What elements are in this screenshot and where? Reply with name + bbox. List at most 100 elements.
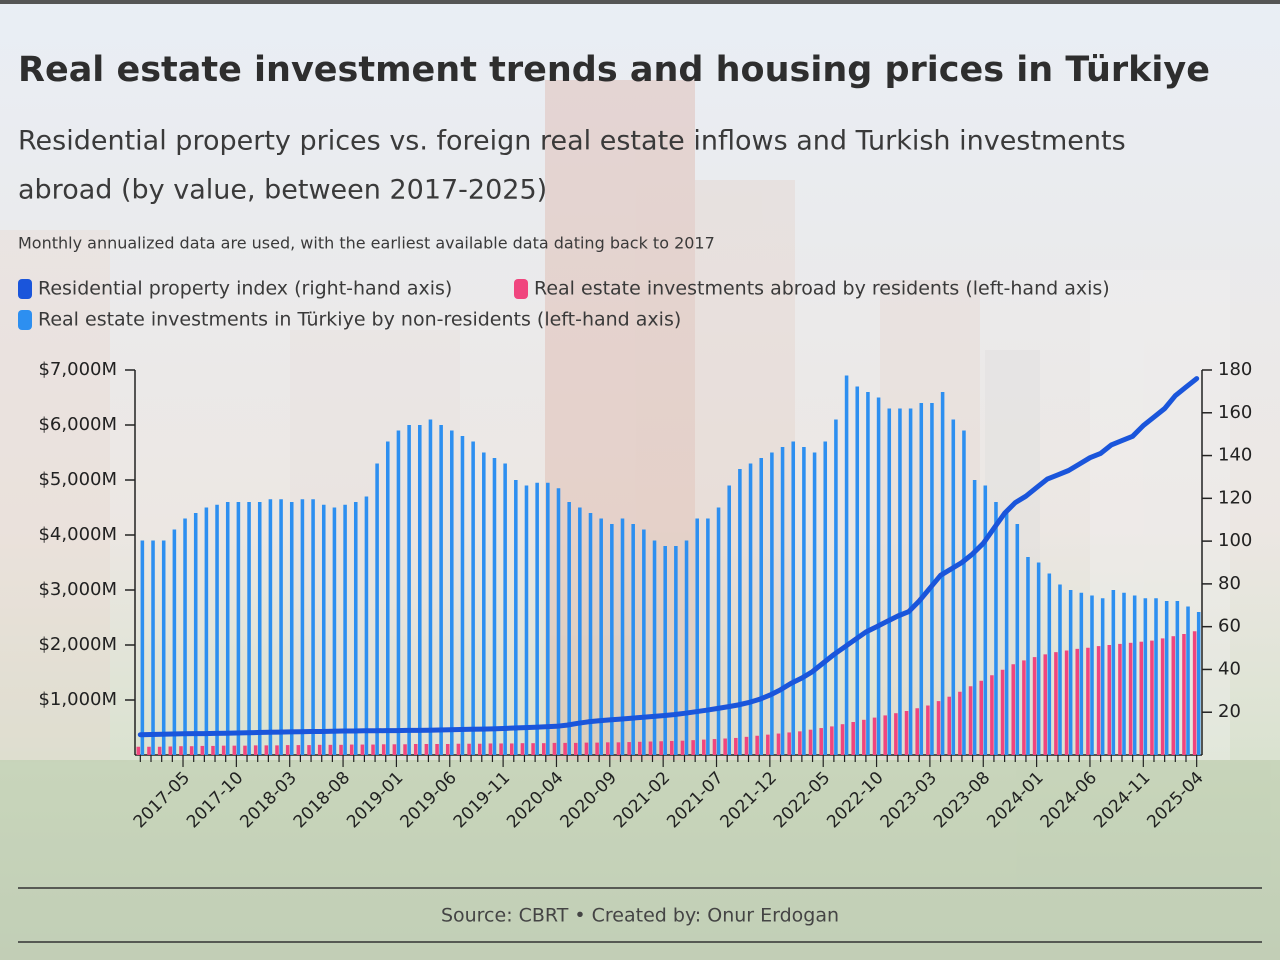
bar xyxy=(1047,573,1052,755)
bar xyxy=(317,744,322,755)
bar xyxy=(851,722,855,755)
bar xyxy=(610,524,614,755)
bar xyxy=(738,469,742,755)
bar xyxy=(556,488,561,755)
bar xyxy=(866,392,870,755)
bar xyxy=(770,452,774,755)
bar xyxy=(1128,642,1133,755)
bar xyxy=(1032,657,1037,755)
bar xyxy=(972,480,977,755)
bar xyxy=(413,744,418,755)
bar xyxy=(908,408,913,755)
bar xyxy=(1096,646,1101,755)
bar xyxy=(674,546,678,755)
bar xyxy=(1122,592,1126,755)
bar xyxy=(1026,557,1030,755)
bar xyxy=(1196,612,1201,755)
y2-tick-label: 60 xyxy=(1218,616,1241,637)
bar xyxy=(151,540,155,755)
bar xyxy=(136,746,141,755)
bar xyxy=(990,675,994,755)
bar xyxy=(680,740,685,755)
bar xyxy=(1000,669,1005,755)
bar xyxy=(247,502,251,755)
legend-swatch xyxy=(18,310,32,330)
bar xyxy=(375,463,379,755)
bar xyxy=(546,482,550,755)
bar xyxy=(424,744,429,755)
bar xyxy=(140,540,145,755)
y-tick-label: $5,000M xyxy=(38,469,117,490)
bar xyxy=(467,743,471,755)
bar xyxy=(840,724,845,755)
bar xyxy=(648,741,653,755)
bar xyxy=(172,529,177,755)
bar xyxy=(482,452,486,755)
bar xyxy=(951,419,956,755)
y2-tick-label: 140 xyxy=(1218,445,1252,466)
bar xyxy=(371,744,375,755)
bar xyxy=(225,502,230,755)
bar xyxy=(168,746,173,755)
bar xyxy=(364,496,369,755)
bar xyxy=(289,502,294,755)
bar xyxy=(620,518,625,755)
bar xyxy=(702,739,706,755)
y2-tick-label: 100 xyxy=(1218,530,1252,551)
bar xyxy=(1143,598,1148,755)
bar xyxy=(573,742,578,755)
bar xyxy=(296,745,301,755)
bar xyxy=(766,734,770,755)
bar xyxy=(1139,641,1144,755)
bar xyxy=(396,430,401,755)
bar xyxy=(787,732,791,755)
bar xyxy=(968,686,973,755)
bar xyxy=(830,726,834,755)
bar xyxy=(1090,595,1094,755)
bar xyxy=(834,419,838,755)
bar xyxy=(1015,524,1020,755)
bar xyxy=(1079,592,1084,755)
bar xyxy=(798,731,802,755)
bar xyxy=(616,742,621,755)
bar xyxy=(595,742,599,755)
bar xyxy=(1011,664,1016,755)
bar xyxy=(627,742,631,755)
bar xyxy=(407,425,411,755)
bar xyxy=(243,745,247,755)
bar xyxy=(541,743,546,755)
bar xyxy=(268,499,273,755)
bar xyxy=(872,717,877,755)
bar xyxy=(1160,638,1165,755)
y2-tick-label: 180 xyxy=(1218,359,1252,380)
legend-label: Real estate investments abroad by reside… xyxy=(534,278,1110,300)
bar xyxy=(435,744,439,755)
chart-subtitle: Residential property prices vs. foreign … xyxy=(18,126,1126,157)
bar xyxy=(488,743,493,755)
bar xyxy=(183,518,187,755)
legend-label: Residential property index (right-hand a… xyxy=(38,278,452,300)
bar xyxy=(300,499,305,755)
bar xyxy=(1164,601,1169,755)
bar xyxy=(232,745,237,755)
bar xyxy=(930,403,934,755)
chart-title: Real estate investment trends and housin… xyxy=(18,50,1210,90)
bar xyxy=(403,744,407,755)
bar xyxy=(631,524,635,755)
bar xyxy=(531,743,535,755)
bar xyxy=(638,741,642,755)
bar xyxy=(552,742,557,755)
bar xyxy=(1150,640,1154,755)
line xyxy=(137,376,1200,738)
bar xyxy=(670,740,674,755)
bar xyxy=(460,436,465,755)
bar xyxy=(712,739,717,755)
bar xyxy=(1054,652,1058,755)
bar xyxy=(311,499,315,755)
bar xyxy=(477,743,482,755)
bar xyxy=(147,746,151,755)
bar xyxy=(563,742,567,755)
bar xyxy=(1154,598,1158,755)
